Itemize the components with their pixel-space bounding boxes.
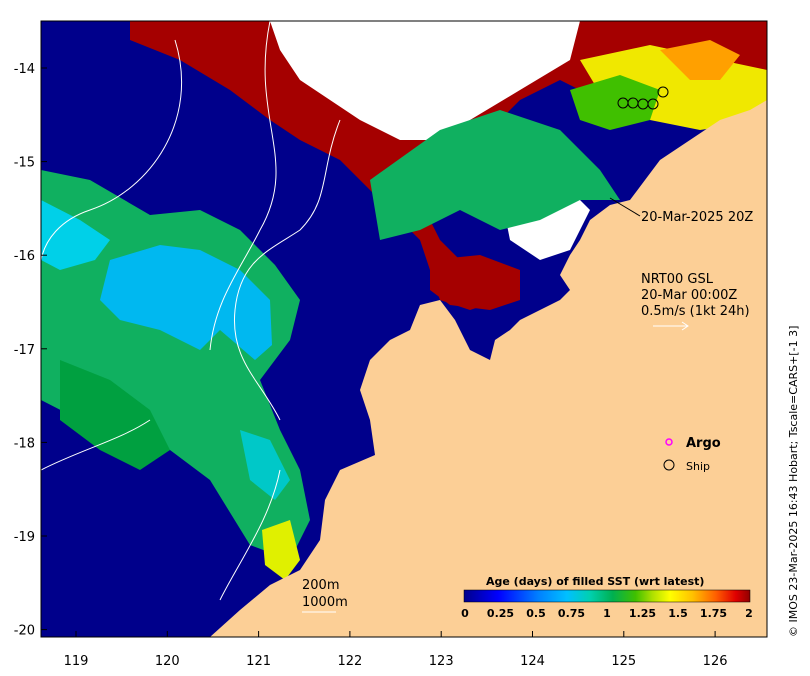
ship-icon	[663, 459, 675, 471]
argo-icon	[665, 438, 673, 446]
timestamp-label: 20-Mar-2025 20Z	[641, 210, 753, 225]
y-tick-label: -19	[14, 530, 35, 545]
legend-ship-label: Ship	[686, 460, 710, 473]
y-tick-label: -17	[14, 343, 35, 358]
ship-track	[617, 86, 669, 110]
ship-marker	[657, 86, 669, 98]
sst-patch-south-yellow	[262, 520, 300, 580]
sst-patch-kimberley-red	[430, 255, 520, 310]
current-scale-arrow	[653, 321, 689, 331]
credit-text: © IMOS 23-Mar-2025 16:43 Hobart; Tscale=…	[787, 326, 800, 637]
y-axis: -14 -15 -16 -17 -18 -19 -20	[14, 62, 47, 639]
colorbar-tick-label: 0.75	[558, 607, 585, 620]
current-title: NRT00 GSL	[641, 272, 714, 287]
timestamp-pointer	[609, 197, 641, 217]
sst-patch-northeast-green	[570, 75, 660, 130]
sst-patch-southwest-green	[60, 360, 170, 470]
x-tick-label: 122	[337, 654, 362, 669]
x-tick-label: 124	[520, 654, 545, 669]
colorbar-tick-label: 1	[603, 607, 611, 620]
sst-cloud-white	[270, 21, 580, 140]
x-tick-label: 125	[611, 654, 636, 669]
isobath-contours	[41, 21, 341, 601]
x-axis: 119 120 121 122 123 124 125 126	[64, 631, 728, 669]
colorbar-tick-label: 1.5	[668, 607, 688, 620]
colorbar-ticks: 0 0.25 0.5 0.75 1 1.25 1.5 1.75 2	[461, 607, 753, 620]
sst-patch-central-green	[370, 110, 620, 240]
sst-patch-west-cyan	[100, 245, 272, 360]
x-tick-label: 121	[246, 654, 271, 669]
x-tick-label: 120	[155, 654, 180, 669]
y-tick-label: -15	[14, 156, 35, 171]
colorbar-tick-label: 1.25	[629, 607, 656, 620]
isobath-200-label: 200m	[302, 578, 339, 593]
x-tick-label: 123	[429, 654, 454, 669]
y-tick-label: -20	[14, 624, 35, 639]
y-tick-label: -14	[14, 62, 35, 77]
current-time: 20-Mar 00:00Z	[641, 288, 737, 303]
x-tick-label: 126	[703, 654, 728, 669]
x-tick-label: 119	[64, 654, 89, 669]
land-mainland	[210, 100, 767, 637]
y-tick-label: -18	[14, 436, 35, 451]
plot-frame	[40, 20, 768, 638]
colorbar-title: Age (days) of filled SST (wrt latest)	[486, 575, 704, 588]
colorbar-tick-label: 0.25	[487, 607, 514, 620]
colorbar	[463, 589, 751, 603]
colorbar-tick-label: 0	[461, 607, 469, 620]
sst-patch-northeast-orange	[660, 40, 740, 80]
colorbar-tick-label: 0.5	[526, 607, 546, 620]
legend-argo-label: Argo	[686, 436, 721, 451]
map-plot-area	[41, 21, 767, 637]
y-tick-label: -16	[14, 249, 35, 264]
ship-marker	[647, 98, 659, 110]
isobath-1000-label: 1000m	[302, 595, 348, 610]
current-scale: 0.5m/s (1kt 24h)	[641, 304, 750, 319]
colorbar-tick-label: 1.75	[700, 607, 727, 620]
sst-patch-west-lightblue	[41, 200, 110, 270]
colorbar-tick-label: 2	[745, 607, 753, 620]
